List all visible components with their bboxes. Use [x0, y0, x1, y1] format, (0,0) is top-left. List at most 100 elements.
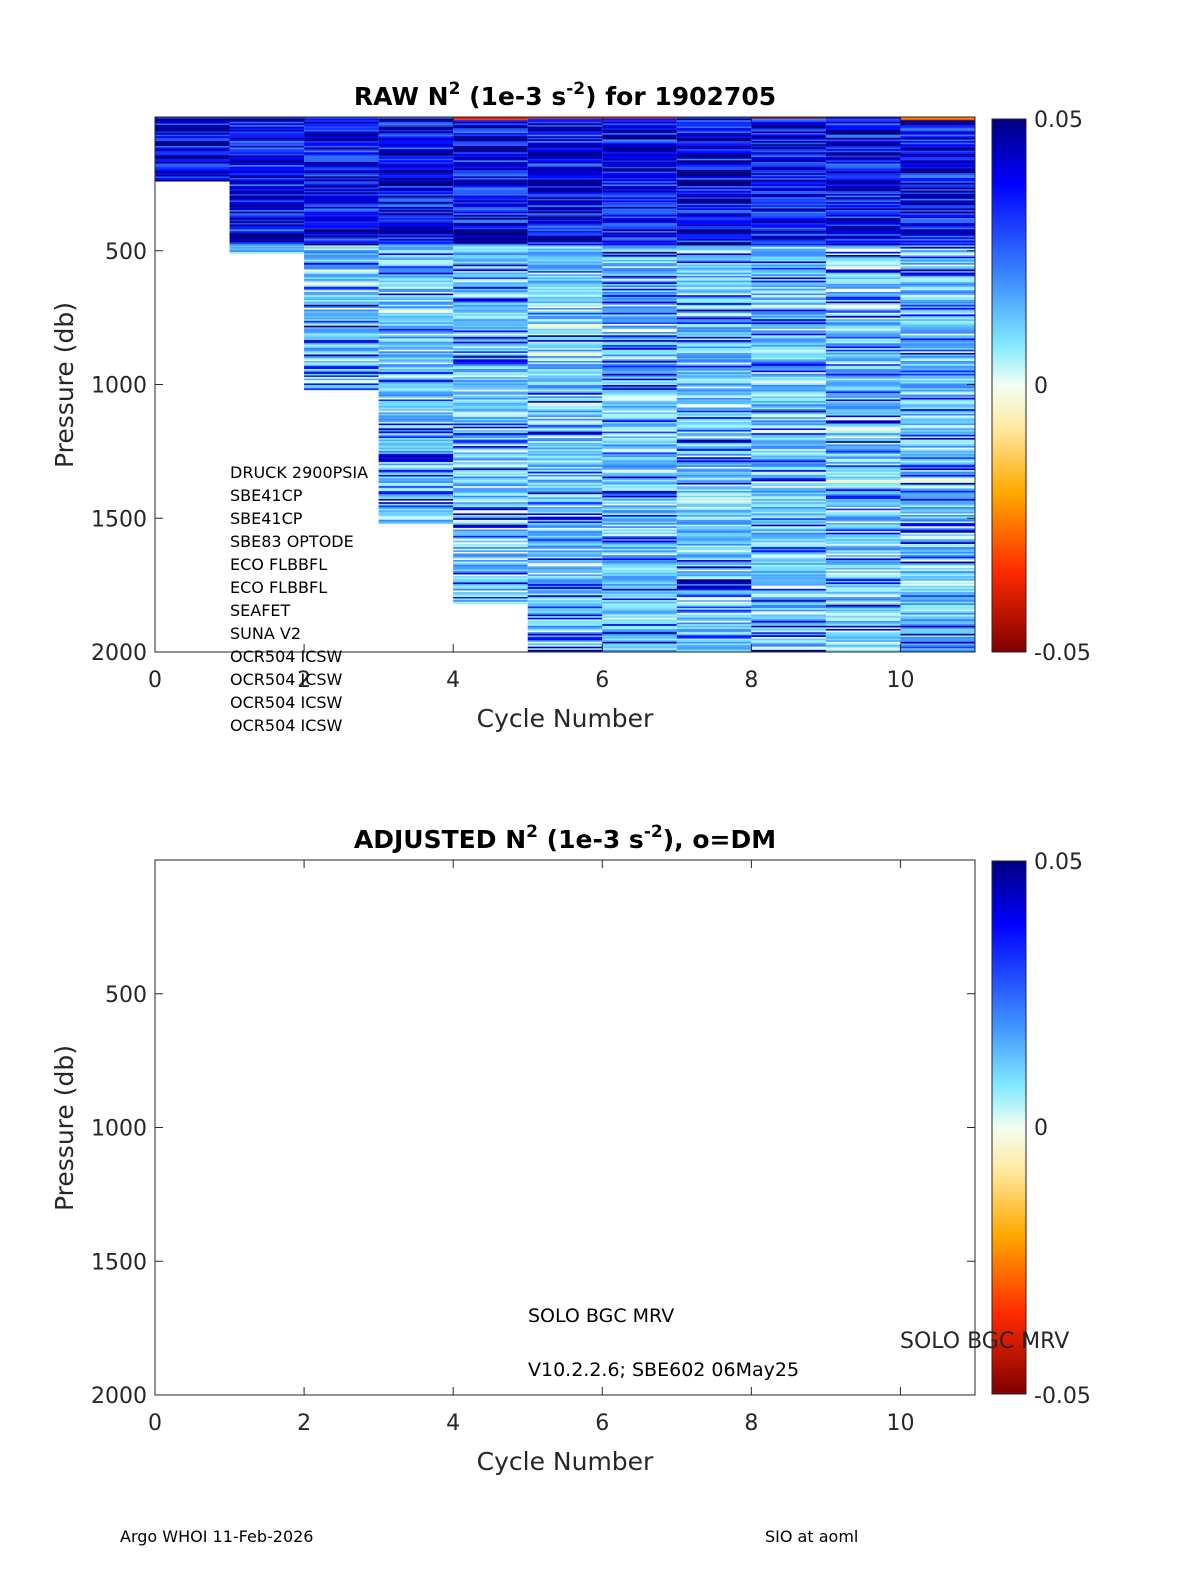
heatmap-cell	[378, 484, 454, 487]
heatmap-cell	[602, 145, 677, 148]
heatmap-cell	[527, 298, 603, 301]
heatmap-cell	[453, 311, 528, 314]
heatmap-cell	[676, 466, 752, 469]
heatmap-cell	[527, 174, 603, 177]
heatmap-cell	[602, 264, 677, 267]
heatmap-cell	[602, 505, 677, 508]
heatmap-cell	[676, 505, 752, 508]
heatmap-cell	[527, 604, 603, 607]
heatmap-cell	[453, 490, 528, 493]
heatmap-cell	[676, 535, 752, 538]
heatmap-cell	[825, 238, 901, 241]
heatmap-cell	[453, 523, 528, 525]
heatmap-cell	[527, 632, 603, 635]
heatmap-cell	[378, 227, 454, 230]
heatmap-cell	[527, 625, 603, 628]
heatmap-cell	[527, 177, 603, 180]
heatmap-cell	[825, 386, 901, 389]
heatmap-cell	[527, 243, 603, 246]
heatmap-cell	[304, 123, 379, 126]
heatmap-cell	[900, 306, 975, 309]
heatmap-cell	[378, 266, 454, 269]
heatmap-cell	[155, 133, 230, 135]
heatmap-cell	[825, 637, 901, 639]
heatmap-cell	[900, 457, 975, 460]
heatmap-cell	[676, 576, 752, 578]
heatmap-cell	[825, 240, 901, 243]
heatmap-cell	[602, 433, 677, 436]
heatmap-cell	[602, 568, 677, 570]
heatmap-cell	[825, 126, 901, 129]
heatmap-cell	[602, 563, 677, 566]
heatmap-cell	[900, 490, 975, 493]
heatmap-cell	[453, 585, 528, 588]
heatmap-cell	[825, 622, 901, 625]
heatmap-cell	[453, 126, 528, 129]
heatmap-cell	[825, 291, 901, 294]
heatmap-cell	[378, 370, 454, 373]
heatmap-cell	[602, 524, 677, 527]
heatmap-cell	[378, 407, 454, 410]
heatmap-cell	[304, 195, 379, 198]
heatmap-cell	[304, 157, 379, 160]
heatmap-cell	[676, 150, 752, 153]
heatmap-cell	[676, 482, 752, 485]
heatmap-cell	[825, 568, 901, 570]
firmware-label: V10.2.2.6; SBE602 06May25	[528, 1359, 799, 1381]
adjusted-xlabel: Cycle Number	[477, 1447, 654, 1476]
heatmap-cell	[900, 593, 975, 596]
heatmap-cell	[900, 471, 975, 474]
heatmap-cell	[453, 537, 528, 540]
heatmap-cell	[304, 381, 379, 384]
heatmap-cell	[453, 202, 528, 204]
heatmap-cell	[825, 234, 901, 237]
heatmap-cell	[304, 320, 379, 323]
heatmap-cell	[453, 316, 528, 318]
heatmap-cell	[602, 247, 677, 249]
heatmap-cell	[900, 494, 975, 497]
heatmap-cell	[304, 145, 379, 148]
heatmap-cell	[229, 250, 305, 253]
heatmap-cell	[527, 596, 603, 599]
heatmap-cell	[527, 417, 603, 420]
heatmap-cell	[527, 258, 603, 261]
heatmap-cell	[825, 375, 901, 378]
heatmap-cell	[900, 617, 975, 620]
heatmap-cell	[602, 173, 677, 176]
heatmap-cell	[751, 407, 826, 410]
heatmap-cell	[900, 291, 975, 294]
heatmap-cell	[825, 614, 901, 617]
heatmap-cell	[304, 139, 379, 142]
heatmap-cell	[825, 179, 901, 182]
heatmap-cell	[676, 210, 752, 212]
heatmap-cell	[602, 129, 677, 132]
heatmap-cell	[676, 149, 752, 152]
heatmap-cell	[900, 415, 975, 418]
heatmap-cell	[900, 298, 975, 301]
heatmap-cell	[229, 137, 305, 140]
heatmap-cell	[304, 261, 379, 264]
heatmap-cell	[304, 343, 379, 346]
heatmap-cell	[155, 134, 230, 137]
heatmap-cell	[378, 402, 454, 405]
heatmap-cell	[304, 351, 379, 354]
heatmap-cell	[676, 531, 752, 533]
heatmap-cell	[453, 219, 528, 222]
heatmap-cell	[900, 587, 975, 590]
x-tick-label: 0	[148, 668, 162, 693]
heatmap-cell	[602, 640, 677, 643]
heatmap-cell	[527, 401, 603, 403]
heatmap-cell	[527, 226, 603, 229]
heatmap-cell	[155, 129, 230, 132]
heatmap-cell	[602, 465, 677, 468]
heatmap-cell	[900, 351, 975, 354]
heatmap-cell	[527, 571, 603, 574]
heatmap-cell	[825, 498, 901, 501]
heatmap-cell	[527, 450, 603, 453]
heatmap-cell	[378, 205, 454, 208]
heatmap-cell	[751, 473, 826, 476]
heatmap-cell	[751, 394, 826, 397]
heatmap-cell	[602, 125, 677, 127]
heatmap-cell	[527, 247, 603, 249]
heatmap-cell	[602, 306, 677, 309]
